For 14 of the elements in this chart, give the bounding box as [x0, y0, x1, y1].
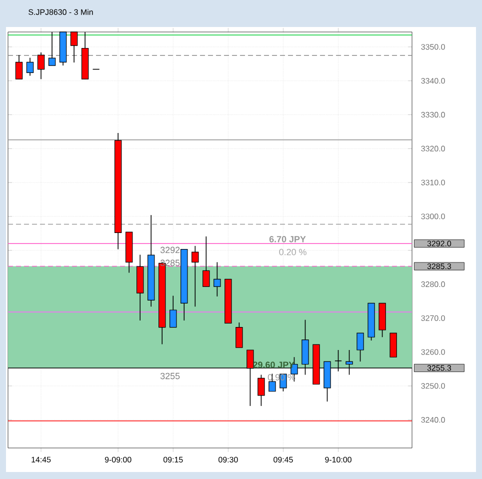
annotation: 6.70 JPY — [269, 236, 306, 242]
candlestick — [15, 54, 23, 80]
candlestick — [26, 57, 34, 76]
candlestick — [170, 295, 177, 328]
candlestick — [202, 236, 210, 287]
candlestick — [37, 52, 45, 80]
annotation: 3255 — [160, 372, 180, 380]
candlestick — [192, 246, 199, 308]
candlestick — [214, 262, 221, 297]
annotation: 0.20 % — [279, 248, 306, 256]
candlestick — [258, 374, 265, 406]
candlestick — [236, 322, 243, 348]
candlestick — [356, 332, 364, 362]
annotation: 3292 — [160, 246, 180, 254]
